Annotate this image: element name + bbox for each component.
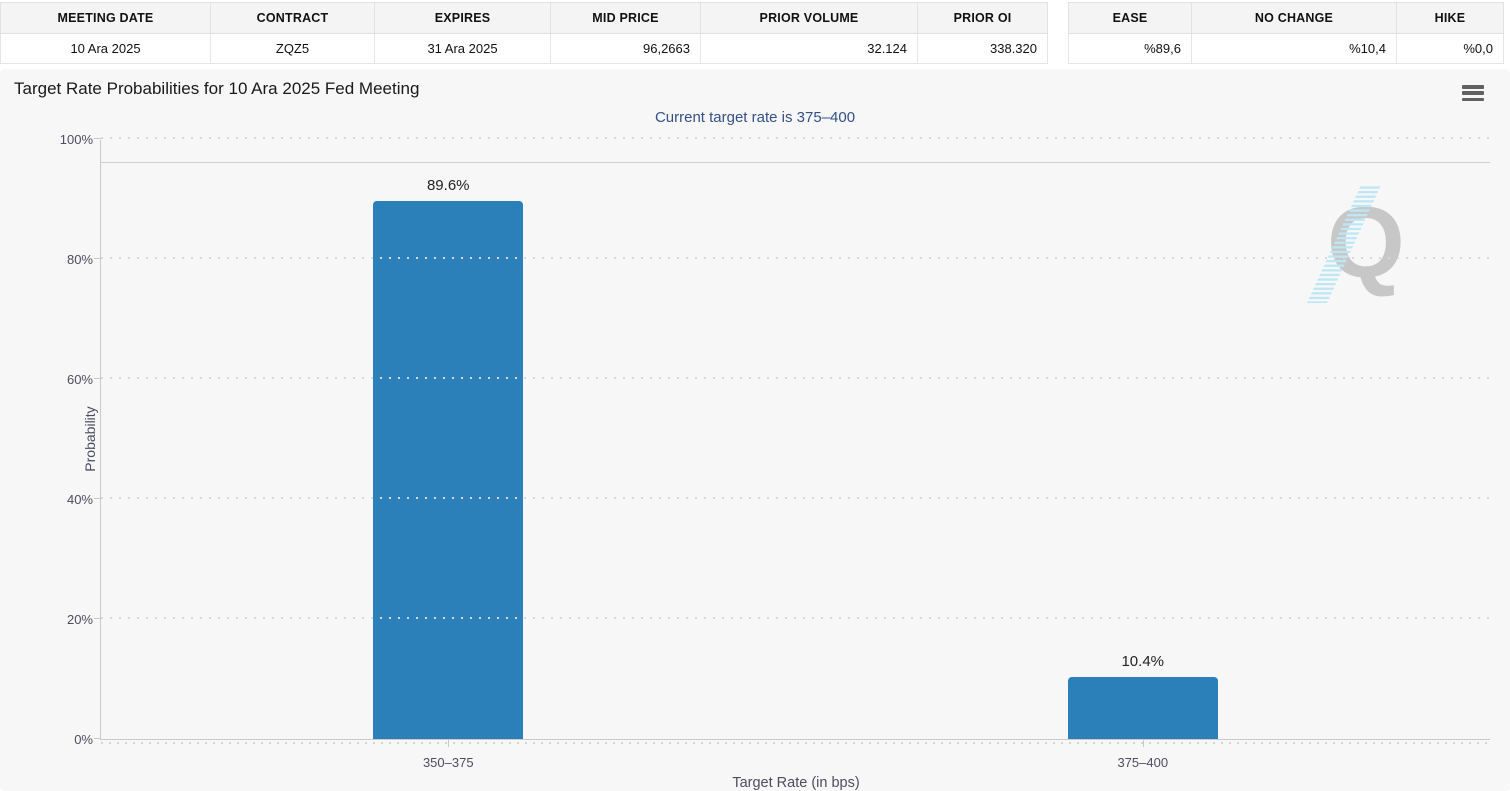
x-tick-mark bbox=[448, 740, 450, 747]
plot-area: Probability 89.6% 10.4% 350–375 375–400 … bbox=[60, 132, 1490, 791]
gridline bbox=[101, 497, 1490, 499]
col-prior-oi: PRIOR OI bbox=[917, 2, 1048, 34]
y-tick-mark bbox=[94, 258, 101, 259]
gridline bbox=[101, 137, 1490, 139]
probs-header-row: EASE NO CHANGE HIKE bbox=[1068, 2, 1504, 34]
gridline bbox=[101, 257, 1490, 259]
bar-value-label: 89.6% bbox=[426, 177, 470, 195]
x-axis-label: Target Rate (in bps) bbox=[732, 775, 860, 791]
probs-data-row: %89,6 %10,4 %0,0 bbox=[1068, 33, 1504, 64]
bar-group-375-400: 10.4% bbox=[1067, 652, 1218, 739]
chart-title: Target Rate Probabilities for 10 Ara 202… bbox=[14, 79, 420, 98]
y-tick-label: 100% bbox=[59, 132, 93, 147]
y-tick-mark bbox=[94, 738, 101, 739]
hike-value: %0,0 bbox=[1396, 33, 1504, 64]
y-tick-mark bbox=[94, 618, 101, 619]
x-axis-minor-ticks bbox=[101, 742, 1490, 744]
fed-meeting-chart: Target Rate Probabilities for 10 Ara 202… bbox=[0, 69, 1510, 791]
col-meeting-date: MEETING DATE bbox=[0, 2, 211, 34]
prior-oi-value: 338.320 bbox=[917, 33, 1048, 64]
contracts-header-row: MEETING DATE CONTRACT EXPIRES MID PRICE … bbox=[0, 2, 1048, 34]
bar-value-label: 10.4% bbox=[1121, 652, 1165, 670]
y-axis-label: Probability bbox=[82, 406, 98, 472]
gridline bbox=[101, 377, 1490, 379]
x-tick-mark bbox=[1142, 740, 1144, 747]
reference-line bbox=[101, 162, 1490, 163]
col-no-change: NO CHANGE bbox=[1191, 2, 1397, 34]
col-ease: EASE bbox=[1068, 2, 1192, 34]
col-hike: HIKE bbox=[1396, 2, 1504, 34]
chart-subtitle: Current target rate is 375–400 bbox=[654, 109, 856, 126]
watermark-q-logo: Q bbox=[1307, 185, 1405, 303]
col-expires: EXPIRES bbox=[374, 2, 551, 34]
hamburger-menu-icon[interactable] bbox=[1462, 85, 1484, 101]
summary-tables: MEETING DATE CONTRACT EXPIRES MID PRICE … bbox=[0, 0, 1510, 64]
x-tick-label: 350–375 bbox=[422, 755, 474, 770]
y-tick-mark bbox=[94, 498, 101, 499]
x-tick-label: 375–400 bbox=[1117, 755, 1169, 770]
col-mid-price: MID PRICE bbox=[550, 2, 701, 34]
col-contract: CONTRACT bbox=[210, 2, 375, 34]
y-tick-label: 40% bbox=[66, 492, 93, 507]
ease-hike-table: EASE NO CHANGE HIKE %89,6 %10,4 %0,0 bbox=[1068, 2, 1504, 64]
no-change-value: %10,4 bbox=[1191, 33, 1397, 64]
gridline bbox=[101, 617, 1490, 619]
bar-group-350-375: 89.6% bbox=[373, 177, 524, 739]
y-tick-label: 80% bbox=[66, 252, 93, 267]
y-tick-label: 60% bbox=[66, 372, 93, 387]
prior-volume-value: 32.124 bbox=[700, 33, 918, 64]
col-prior-volume: PRIOR VOLUME bbox=[700, 2, 918, 34]
ease-value: %89,6 bbox=[1068, 33, 1192, 64]
y-tick-label: 0% bbox=[74, 732, 93, 747]
mid-price-value: 96,2663 bbox=[550, 33, 701, 64]
bar-375-400[interactable] bbox=[1067, 676, 1218, 739]
y-tick-mark bbox=[94, 138, 101, 139]
contracts-table: MEETING DATE CONTRACT EXPIRES MID PRICE … bbox=[0, 2, 1048, 64]
contracts-data-row: 10 Ara 2025 ZQZ5 31 Ara 2025 96,2663 32.… bbox=[0, 33, 1048, 64]
y-tick-label: 20% bbox=[66, 612, 93, 627]
y-tick-mark bbox=[94, 378, 101, 379]
contract-value: ZQZ5 bbox=[210, 33, 375, 64]
meeting-date-value: 10 Ara 2025 bbox=[0, 33, 211, 64]
bar-350-375[interactable] bbox=[373, 201, 524, 739]
expires-value: 31 Ara 2025 bbox=[374, 33, 551, 64]
